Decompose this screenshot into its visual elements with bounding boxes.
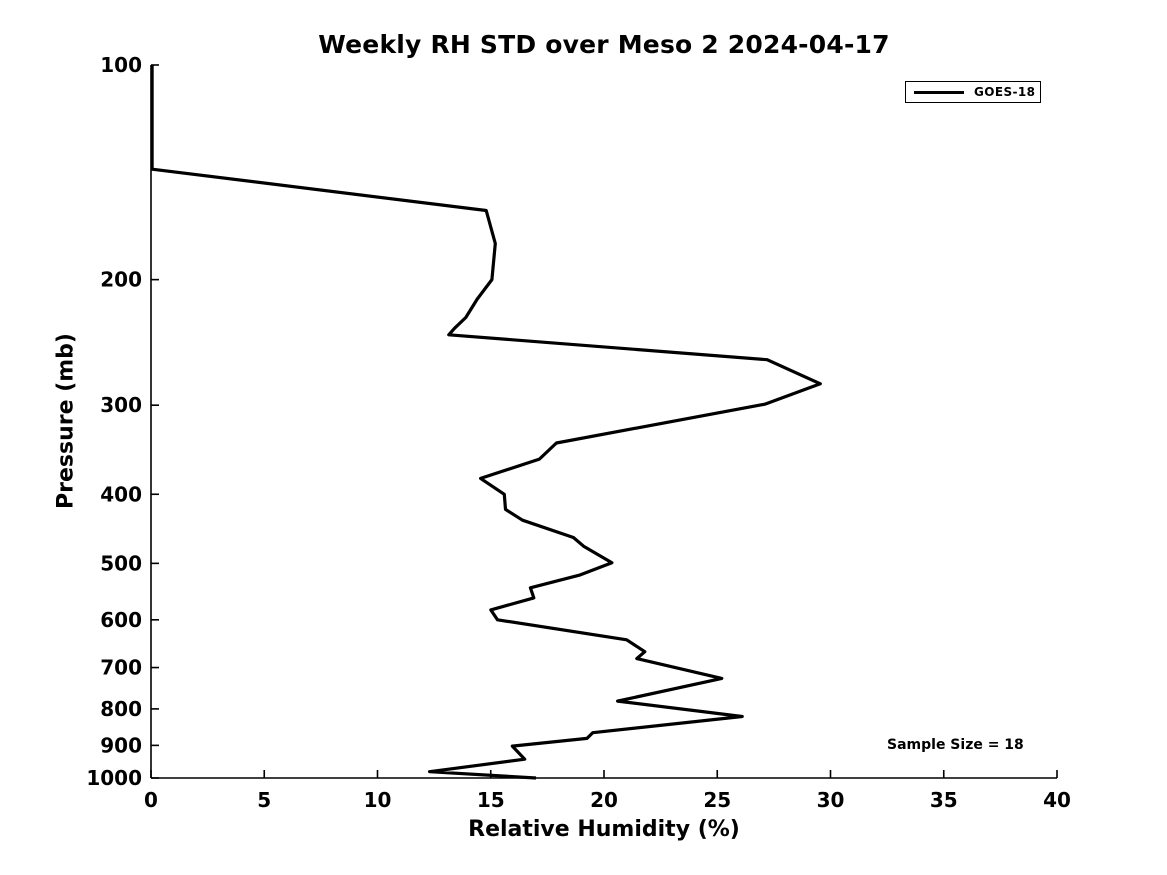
y-tick-label: 100: [100, 53, 142, 77]
sample-size-annotation: Sample Size = 18: [887, 737, 1024, 753]
x-tick-label: 25: [703, 788, 731, 812]
x-tick-label: 20: [590, 788, 618, 812]
x-tick-label: 5: [257, 788, 271, 812]
y-tick-label: 800: [100, 697, 142, 721]
x-axis-label: Relative Humidity (%): [468, 817, 740, 842]
chart-title: Weekly RH STD over Meso 2 2024-04-17: [318, 30, 890, 59]
y-tick-label: 600: [100, 608, 142, 632]
legend: GOES-18: [905, 81, 1041, 103]
y-tick-label: 300: [100, 393, 142, 417]
x-tick-label: 10: [364, 788, 392, 812]
y-tick-label: 700: [100, 656, 142, 680]
rh-std-line-goes18: [150, 65, 822, 780]
legend-line-sample: [914, 90, 964, 94]
y-tick-label: 1000: [86, 766, 142, 790]
y-tick-label: 900: [100, 733, 142, 757]
y-tick-label: 400: [100, 482, 142, 506]
y-tick-label: 200: [100, 268, 142, 292]
x-tick-label: 15: [477, 788, 505, 812]
x-tick-label: 0: [144, 788, 158, 812]
x-tick-label: 30: [817, 788, 845, 812]
legend-entry-label: GOES-18: [974, 85, 1036, 99]
y-tick-label: 500: [100, 551, 142, 575]
x-tick-label: 35: [930, 788, 958, 812]
x-tick-label: 40: [1043, 788, 1071, 812]
